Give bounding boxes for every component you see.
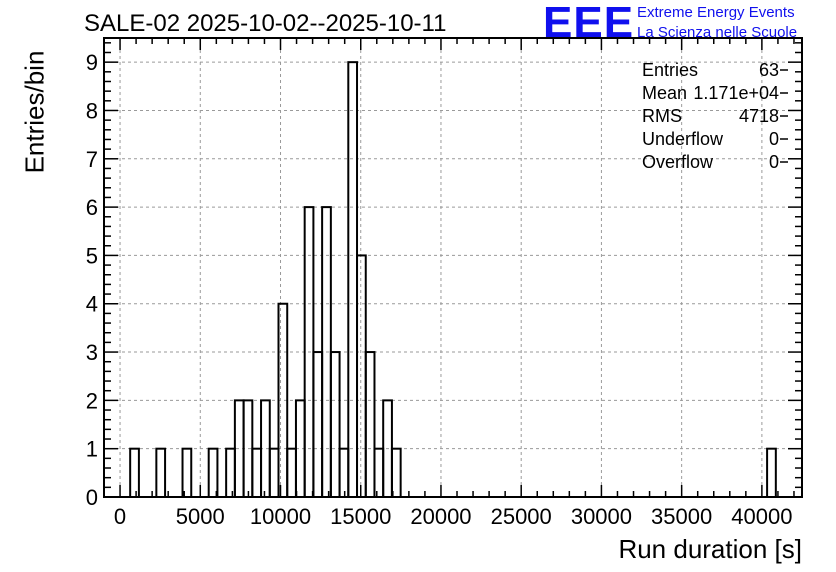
histogram-bar: [225, 447, 236, 498]
chart-title: SALE-02 2025-10-02--2025-10-11: [84, 10, 447, 37]
tick-labels: 0 5000 10000 15000 20000 25000 30000 35000 40000…: [86, 50, 793, 529]
histogram-bar: [329, 351, 341, 499]
stats-row-overflow: Overflow 0: [642, 152, 779, 174]
stats-value: 1.171e+04: [693, 83, 779, 103]
histogram-bar: [338, 447, 350, 498]
stats-value: 0: [768, 152, 779, 172]
stats-row-underflow: Underflow 0: [642, 129, 779, 151]
stats-label: Entries: [642, 60, 699, 80]
x-axis-label: Run duration [s]: [618, 534, 802, 564]
y-tick-label: 9: [86, 50, 98, 75]
y-tick-label: 5: [86, 243, 98, 268]
x-tick-label: 40000: [731, 504, 792, 529]
histogram-bar: [268, 447, 280, 498]
axis-ticks: [104, 38, 802, 498]
y-tick-label: 0: [86, 485, 98, 510]
y-tick-label: 7: [86, 147, 98, 172]
stats-label: Mean: [642, 83, 688, 103]
y-tick-label: 1: [86, 437, 98, 462]
histogram-bar: [181, 447, 193, 498]
x-tick-label: 0: [114, 504, 126, 529]
x-tick-label: 20000: [410, 504, 471, 529]
stats-label: RMS: [642, 106, 682, 126]
histogram-bar: [356, 254, 367, 498]
histogram-bar: [155, 447, 167, 498]
histogram-bar: [373, 447, 385, 498]
grid-lines: [104, 38, 802, 497]
x-tick-label: 35000: [651, 504, 712, 529]
stats-row-mean: Mean 1.171e+04: [642, 83, 779, 105]
stats-row-rms: RMS 4718: [642, 106, 779, 128]
x-tick-label: 5000: [176, 504, 225, 529]
histogram-bar: [207, 447, 219, 498]
plot-frame: [103, 37, 803, 498]
stats-label: Overflow: [642, 152, 714, 172]
stats-row-entries: Entries 63: [642, 60, 779, 82]
histogram-bar: [286, 447, 297, 498]
histogram-bar: [129, 447, 140, 498]
x-tick-label: 10000: [250, 504, 311, 529]
y-tick-label: 4: [86, 292, 98, 317]
y-tick-label: 8: [86, 98, 98, 123]
y-tick-label: 3: [86, 340, 98, 365]
histogram-bar: [312, 351, 324, 499]
logo-subtitle-line2: La Scienza nelle Scuole: [637, 24, 798, 41]
x-tick-label: 15000: [330, 504, 391, 529]
y-tick-label: 2: [86, 388, 98, 413]
stats-label: Underflow: [642, 129, 724, 149]
x-tick-label: 30000: [571, 504, 632, 529]
histogram-bar: [390, 447, 402, 498]
stats-value: 0: [768, 129, 779, 149]
histogram-bar: [347, 61, 359, 498]
y-tick-label: 6: [86, 195, 98, 220]
histogram-bar: [766, 447, 777, 498]
y-axis-label: Entries/bin: [19, 50, 50, 174]
stats-value: 63: [758, 60, 779, 80]
stats-value: 4718: [738, 106, 779, 126]
histogram-bar: [251, 447, 263, 498]
logo-subtitle-line1: Extreme Energy Events: [637, 4, 795, 21]
x-tick-label: 25000: [491, 504, 552, 529]
histogram-bar: [364, 351, 376, 499]
